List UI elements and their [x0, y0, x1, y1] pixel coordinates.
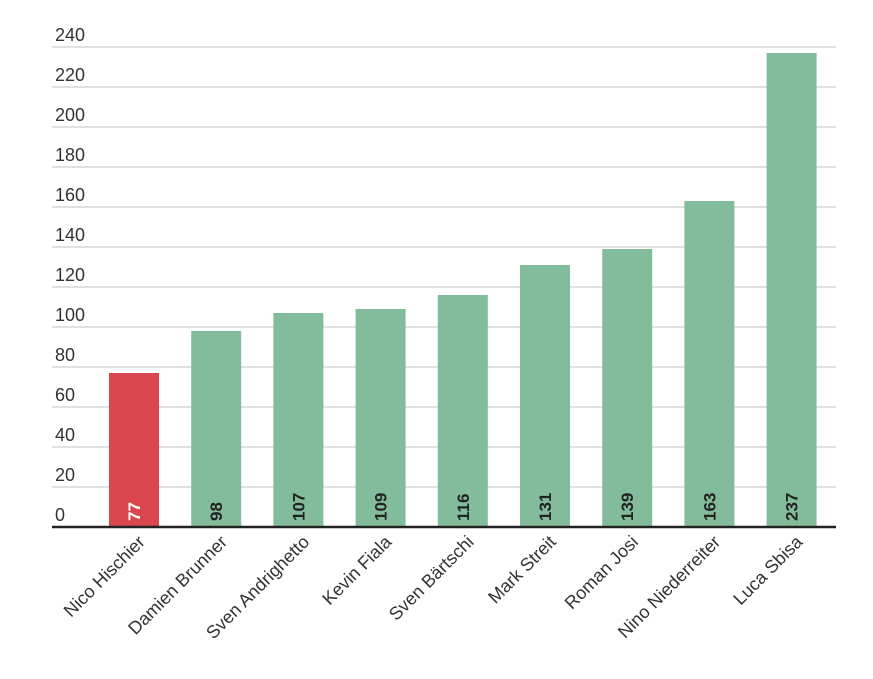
data-label: 131	[536, 493, 555, 521]
y-tick-label: 200	[55, 105, 85, 125]
bars	[109, 53, 817, 527]
y-tick-label: 80	[55, 345, 75, 365]
bar	[355, 309, 406, 527]
x-category-label: Mark Streit	[484, 532, 560, 608]
y-tick-label: 220	[55, 65, 85, 85]
bar	[684, 201, 735, 527]
bar	[602, 249, 653, 527]
x-category-label: Nico Hischier	[60, 532, 149, 621]
data-label: 98	[207, 502, 226, 521]
data-label: 109	[372, 493, 391, 521]
y-tick-label: 120	[55, 265, 85, 285]
y-tick-label: 40	[55, 425, 75, 445]
y-axis-ticks: 0 20 40 60 80 100 120 140 160 180 200 220 240	[55, 25, 85, 525]
bar	[191, 331, 242, 527]
y-tick-label: 140	[55, 225, 85, 245]
bar	[273, 313, 324, 527]
data-label: 237	[783, 493, 802, 521]
y-tick-label: 20	[55, 465, 75, 485]
y-tick-label: 0	[55, 505, 65, 525]
x-category-label: Roman Josi	[561, 532, 642, 613]
y-tick-label: 100	[55, 305, 85, 325]
data-label: 116	[454, 494, 473, 521]
y-tick-label: 60	[55, 385, 75, 405]
data-label: 139	[618, 493, 637, 521]
x-category-label: Sven Bärtschi	[385, 532, 478, 625]
data-label: 107	[289, 493, 308, 521]
y-tick-label: 240	[55, 25, 85, 45]
y-tick-label: 160	[55, 185, 85, 205]
bar	[109, 373, 159, 527]
data-labels: 77 98 107 109 116 131 139 163 237	[125, 493, 802, 521]
bar	[437, 295, 488, 527]
bar	[520, 265, 570, 527]
x-category-label: Luca Sbisa	[729, 531, 807, 609]
data-label: 163	[700, 493, 719, 521]
bar	[766, 53, 817, 527]
data-label: 77	[125, 502, 144, 521]
x-category-label: Kevin Fiala	[318, 531, 396, 609]
y-tick-label: 180	[55, 145, 85, 165]
